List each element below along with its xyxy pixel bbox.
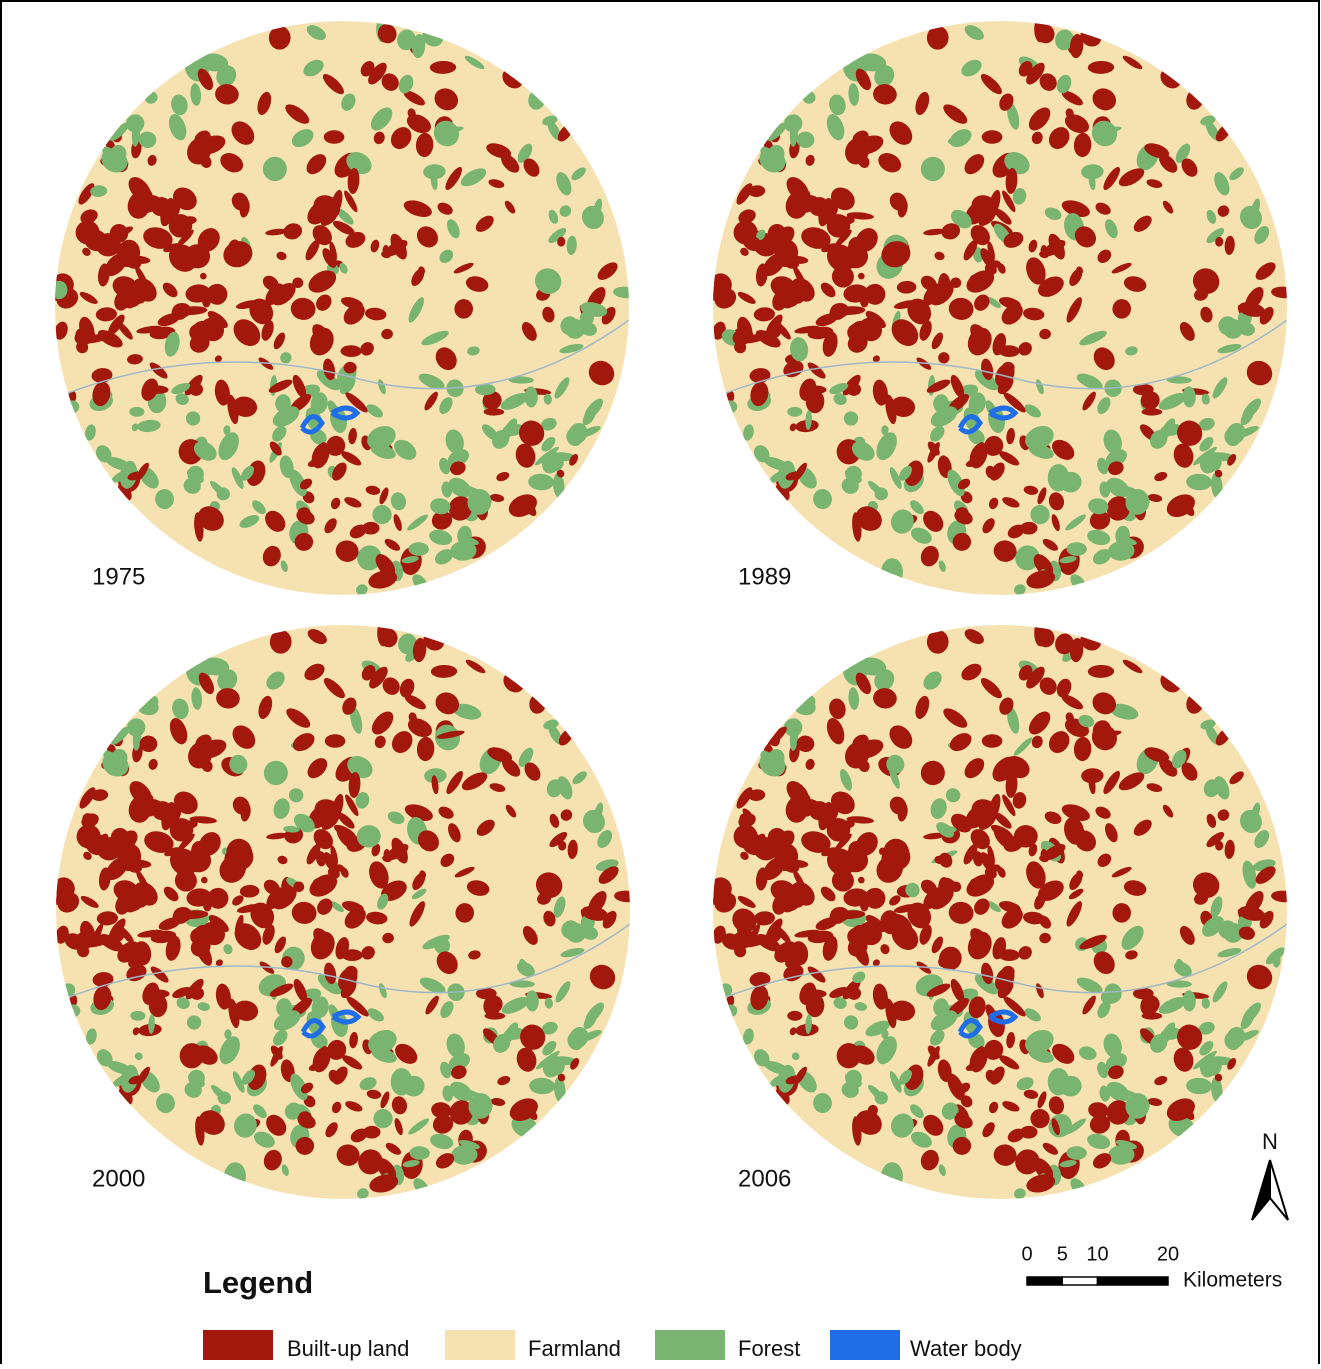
scale-unit: Kilometers <box>1183 1269 1282 1292</box>
map-year: 1975 <box>92 563 145 590</box>
map-year: 2006 <box>738 1165 791 1192</box>
scale-tick-label: 20 <box>1157 1243 1179 1265</box>
scale-tick-label: 5 <box>1057 1243 1068 1265</box>
scale-tick-label: 10 <box>1086 1243 1108 1265</box>
scale-segment <box>1027 1277 1062 1285</box>
north-label: N <box>1262 1129 1278 1154</box>
figure: 1975 1989 2000 2006 Legend Built-up land Far… <box>0 0 1321 1364</box>
legend-swatch <box>445 1330 515 1360</box>
built-up-patch <box>982 734 1003 748</box>
forest-patch <box>129 407 144 417</box>
scale-segment <box>1098 1277 1169 1285</box>
legend-title: Legend <box>203 1265 313 1300</box>
legend-swatch <box>830 1330 900 1360</box>
built-up-patch <box>787 1011 802 1021</box>
legend-label: Water body <box>910 1336 1022 1361</box>
legend-swatch <box>203 1330 273 1360</box>
forest-patch <box>787 407 802 417</box>
scale-tick-label: 0 <box>1021 1243 1032 1265</box>
legend-label: Forest <box>738 1336 800 1361</box>
map-year: 1989 <box>738 563 791 590</box>
legend-label: Built-up land <box>287 1336 409 1361</box>
forest-patch <box>130 1011 145 1021</box>
legend-swatch <box>655 1330 725 1360</box>
built-up-patch <box>325 734 346 748</box>
page: 1975 1989 2000 2006 Legend Built-up land Far… <box>0 0 1321 1364</box>
built-up-patch <box>982 130 1003 144</box>
map-year: 2000 <box>92 1165 145 1192</box>
scale-segment <box>1062 1277 1097 1285</box>
legend-label: Farmland <box>528 1336 621 1361</box>
built-up-patch <box>324 130 345 144</box>
